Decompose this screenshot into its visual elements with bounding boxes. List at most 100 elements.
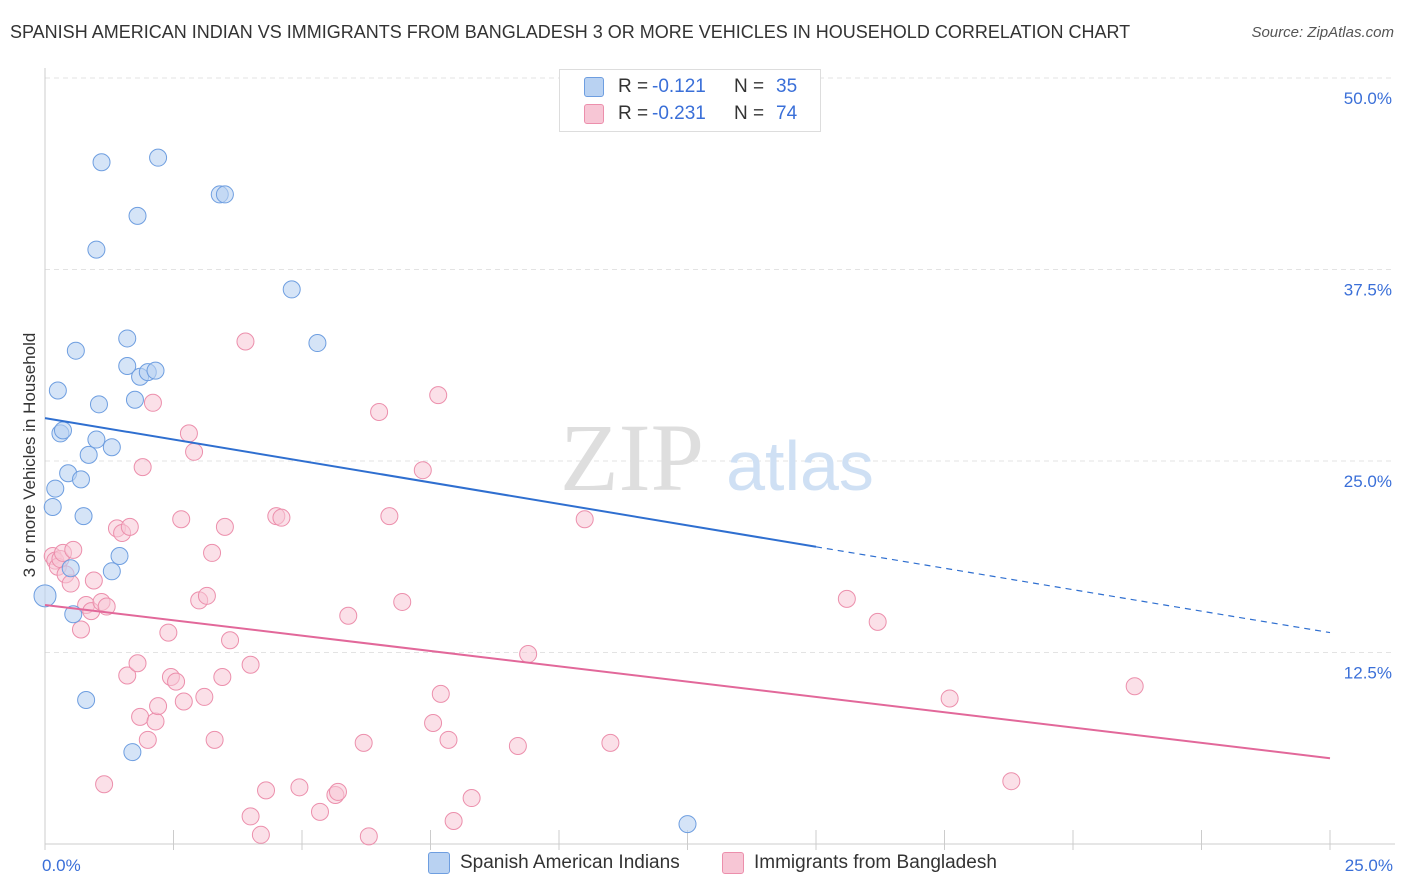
point-spanish-american-indians [46,479,65,498]
n-value: 35 [776,76,798,97]
point-bangladesh [146,712,165,731]
point-bangladesh [940,689,959,708]
point-spanish-american-indians [53,421,72,440]
y-tick-label: 37.5% [1344,281,1392,300]
watermark-zip: ZIP [560,404,704,511]
watermark: ZIP atlas [560,404,874,511]
point-spanish-american-indians [71,470,90,489]
r-label: R = [618,76,649,97]
point-spanish-american-indians [43,497,62,516]
point-bangladesh [359,827,378,846]
point-bangladesh [213,668,232,687]
point-spanish-american-indians [87,240,106,259]
point-bangladesh [221,631,240,650]
point-bangladesh [439,730,458,749]
legend-label: Spanish American Indians [460,852,680,873]
point-bangladesh [575,510,594,529]
series-legend: Spanish American Indians Immigrants from… [0,852,1406,878]
point-bangladesh [837,589,856,608]
point-bangladesh [149,697,168,716]
point-spanish-american-indians [308,334,327,353]
point-bangladesh [61,574,80,593]
legend-swatch-blue [428,852,450,874]
r-label: R = [618,103,649,124]
point-bangladesh [138,730,157,749]
point-bangladesh [272,508,291,527]
point-spanish-american-indians [79,445,98,464]
point-bangladesh [429,386,448,405]
legend-row-blue: R = -0.121 N = 35 [584,75,797,99]
tick-labels: 12.5% 25.0% 37.5% 50.0% 0.0% 25.0% [42,89,1393,875]
legend-label: Immigrants from Bangladesh [754,852,997,873]
x-tick-label: 0.0% [42,856,81,875]
point-bangladesh [84,571,103,590]
point-spanish-american-indians [61,559,80,578]
point-bangladesh [118,666,137,685]
point-bangladesh [424,713,443,732]
point-bangladesh [413,461,432,480]
trend-line-pink [44,604,1331,760]
point-bangladesh [241,807,260,826]
r-value: -0.231 [652,103,706,124]
trend-line-blue [44,417,817,548]
point-spanish-american-indians [64,605,83,624]
point-bangladesh [257,781,276,800]
point-spanish-american-indians [118,329,137,348]
gridlines [45,77,1395,653]
point-bangladesh [71,620,90,639]
point-spanish-american-indians [48,381,67,400]
point-bangladesh [393,592,412,611]
source-credit: Source: ZipAtlas.com [1251,24,1394,41]
point-bangladesh [241,655,260,674]
point-bangladesh [197,586,216,605]
point-spanish-american-indians [89,395,108,414]
watermark-atlas: atlas [726,427,874,505]
point-spanish-american-indians [102,562,121,581]
point-spanish-american-indians [77,690,96,709]
point-bangladesh [519,645,538,664]
point-bangladesh [868,612,887,631]
point-bangladesh [370,402,389,421]
point-bangladesh [120,517,139,536]
point-bangladesh [143,393,162,412]
point-bangladesh [431,684,450,703]
chart-title: SPANISH AMERICAN INDIAN VS IMMIGRANTS FR… [10,22,1131,42]
point-spanish-american-indians [146,361,165,380]
n-value: 74 [776,103,798,124]
point-bangladesh [354,733,373,752]
point-spanish-american-indians [102,438,121,457]
point-spanish-american-indians [125,390,144,409]
point-bangladesh [172,510,191,529]
point-spanish-american-indians [123,743,142,762]
point-bangladesh [97,597,116,616]
point-spanish-american-indians [92,153,111,172]
point-bangladesh [167,672,186,691]
legend-row-pink: R = -0.231 N = 74 [584,102,797,126]
axes [44,68,1395,850]
point-bangladesh [133,458,152,477]
point-bangladesh [195,687,214,706]
point-bangladesh [128,654,147,673]
y-tick-label: 12.5% [1344,664,1392,683]
point-bangladesh [179,424,198,443]
legend-swatch-pink [584,104,604,124]
y-tick-label: 25.0% [1344,472,1392,491]
point-spanish-american-indians [74,507,93,526]
point-spanish-american-indians [33,584,57,608]
point-bangladesh [310,802,329,821]
point-bangladesh [95,775,114,794]
trend-line-blue-extension [815,546,1331,634]
point-spanish-american-indians [118,357,137,376]
point-spanish-american-indians [215,185,234,204]
legend-item-immigrants-from-bangladesh: Immigrants from Bangladesh [722,852,997,874]
point-bangladesh [185,442,204,461]
point-spanish-american-indians [282,280,301,299]
point-bangladesh [159,623,178,642]
y-tick-label: 50.0% [1344,89,1392,108]
points-spanish-american-indians [33,148,697,834]
point-spanish-american-indians [87,430,106,449]
point-spanish-american-indians [66,341,85,360]
n-label: N = [734,103,765,124]
point-bangladesh [462,789,481,808]
